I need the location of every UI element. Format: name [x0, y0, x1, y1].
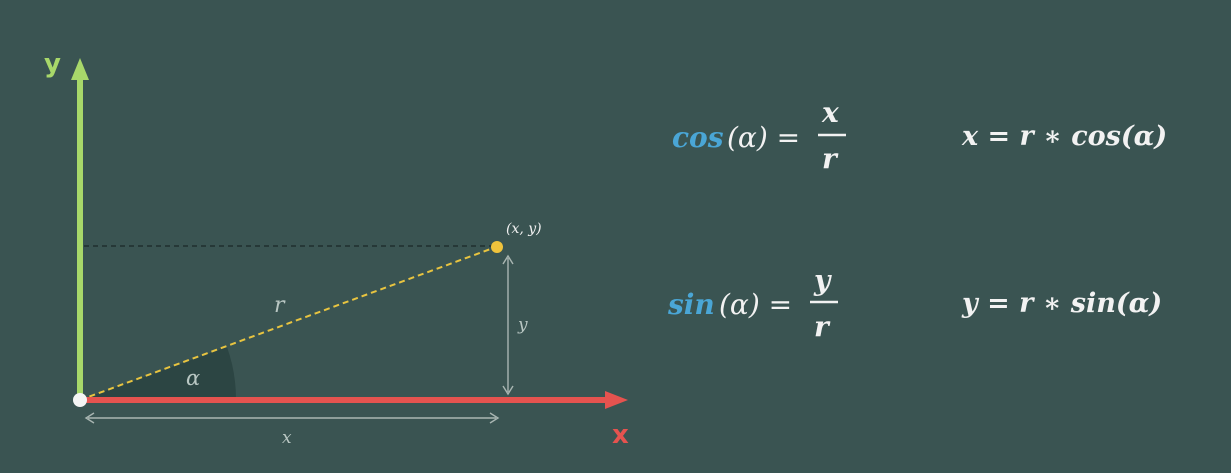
sin-numerator: y [813, 264, 832, 297]
x-axis-label: x [612, 420, 629, 450]
cos-solved-formula: x = r ∗ cos(α) [961, 121, 1167, 152]
angle-label: α [186, 366, 200, 390]
point-xy-label: (x, y) [506, 221, 542, 237]
sin-denominator: r [814, 310, 831, 343]
radius-line [79, 246, 497, 401]
x-axis-arrowhead [605, 391, 628, 409]
y-axis-arrowhead [71, 58, 89, 80]
cos-numerator: x [821, 96, 839, 129]
sin-formula: sin (α) = y r y = r ∗ sin(α) [667, 264, 1162, 343]
vertical-leg-label: y [517, 315, 528, 335]
cos-formula: cos (α) = x r x = r ∗ cos(α) [672, 96, 1167, 175]
origin-point [73, 393, 87, 407]
horizontal-leg-label: x [282, 428, 292, 448]
y-axis-label: y [44, 49, 61, 79]
sin-argument: (α) = [719, 288, 792, 321]
vertical-leg-arrow-bottom [502, 385, 514, 396]
cos-function-name: cos [672, 121, 724, 154]
horizontal-leg-arrow-right [489, 412, 500, 424]
horizontal-leg-arrow-left [84, 412, 95, 424]
radius-label: r [274, 293, 286, 318]
cos-denominator: r [822, 142, 839, 175]
cos-argument: (α) = [727, 121, 800, 154]
angle-wedge [80, 347, 237, 400]
sin-function-name: sin [667, 288, 715, 321]
vertical-leg-arrow-top [502, 254, 514, 265]
point-xy [491, 241, 503, 253]
sin-solved-formula: y = r ∗ sin(α) [961, 288, 1162, 319]
